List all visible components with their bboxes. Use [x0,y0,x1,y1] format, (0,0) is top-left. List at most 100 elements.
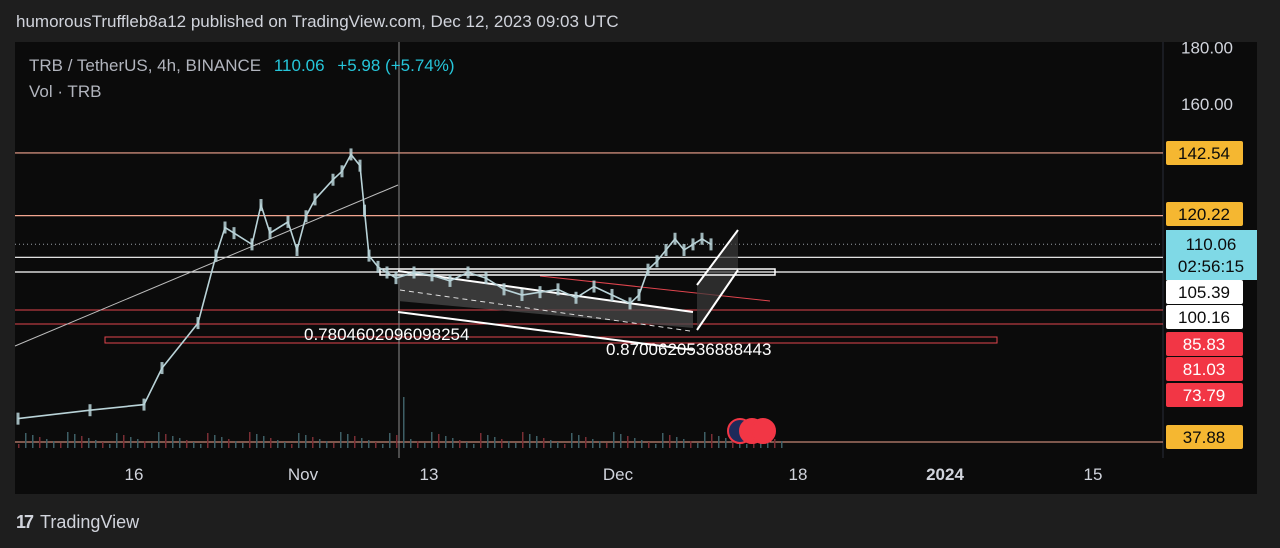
volume-bar [88,438,90,448]
volume-bar [711,434,713,448]
price-candle [466,266,470,279]
volume-bar [648,442,650,448]
volume-bar [746,444,748,448]
support-zone-box [104,336,998,344]
volume-bar [81,436,83,448]
volume-bar [207,433,209,448]
volume-bar [690,441,692,448]
volume-bar [452,438,454,448]
volume-bar [669,435,671,448]
flag-upper-line [696,229,739,286]
x-tick-label: 13 [420,465,439,484]
volume-bar [683,439,685,448]
price-level-badge [1166,280,1243,304]
x-tick-label: 2024 [926,465,964,484]
volume-bar [326,441,328,448]
volume-bar [18,444,20,448]
volume-bar [438,434,440,448]
volume-bar [235,441,237,448]
price-candle [331,173,335,186]
price-candle [637,288,641,301]
volume-bar [417,441,419,448]
price-level-badge-value: 120.22 [1178,205,1230,224]
volume-bar [333,443,335,448]
volume-bar [389,433,391,448]
volume-bar [781,441,783,448]
volume-bar [165,434,167,448]
price-candle [363,204,366,217]
volume-bar [60,443,62,448]
price-candle [142,398,146,411]
volume-legend[interactable]: Vol · TRB [29,82,102,101]
price-line-series [17,152,712,420]
price-candle [682,244,686,256]
price-candle [232,227,236,240]
volume-bar [466,442,468,448]
price-level-badge-value: 37.88 [1183,428,1226,447]
price-level-badge [1166,141,1243,165]
symbol-name[interactable]: TRB / TetherUS, 4h, BINANCE [29,56,262,75]
symbol-legend[interactable]: TRB / TetherUS, 4h, BINANCE 110.06 +5.98… [29,56,455,76]
chart-area[interactable] [15,42,1257,494]
price-candle [556,283,560,296]
volume-bar [396,435,398,448]
price-candle [394,272,398,285]
price-candle [268,227,272,240]
price-candle [574,291,578,304]
volume-bar [424,443,426,448]
tradingview-brand[interactable]: 17 TradingView [16,512,139,533]
price-candle [160,362,164,375]
volume-bar [25,433,27,448]
volume-bar [298,433,300,448]
volume-bar [445,436,447,448]
price-change: +5.98 (+5.74%) [337,56,455,75]
x-tick-label: Dec [603,465,634,484]
x-tick-label: 16 [125,465,144,484]
volume-bar [221,437,223,448]
red-trendline [539,275,771,302]
volume-bar [697,443,699,448]
volume-bar [431,432,433,448]
volume-bar [704,432,706,448]
price-candle [367,249,371,262]
volume-bar [200,444,202,448]
volume-bar [501,439,503,448]
volume-bar [536,436,538,448]
trendline [14,184,399,347]
price-level-badge-value: 81.03 [1183,360,1226,379]
price-level-badge-value: 85.83 [1183,335,1226,354]
volume-bar [522,432,524,448]
flag-lower-line [696,269,739,331]
price-candle [340,165,344,178]
price-candle [349,148,353,161]
brand-name: TradingView [40,512,140,532]
price-candle [88,404,92,417]
price-level-badge [1166,332,1243,356]
volume-bar [172,436,174,448]
price-candle [223,221,227,234]
tradingview-logo-icon: 17 [16,512,34,532]
volume-bar [319,439,321,448]
volume-bar [459,440,461,448]
volume-bar [592,439,594,448]
price-level-badge-value: 73.79 [1183,386,1226,405]
volume-bar [109,444,111,448]
volume-bar [627,436,629,448]
volume-bar [487,435,489,448]
volume-bar [291,444,293,448]
price-candle [295,244,299,256]
price-candle [214,249,218,262]
channel-midline [399,289,691,332]
price-candle [259,199,263,212]
price-level-badge [1166,202,1243,226]
price-candle [664,244,668,256]
channel-lower-line [397,311,694,351]
price-candle [709,238,713,251]
price-candle [700,232,704,245]
countdown-timer: 02:56:15 [1178,257,1244,276]
price-candle [376,260,380,273]
fib-annotation-label: 0.7804602096098254 [304,325,469,344]
volume-bar [676,437,678,448]
volume-bar [529,434,531,448]
